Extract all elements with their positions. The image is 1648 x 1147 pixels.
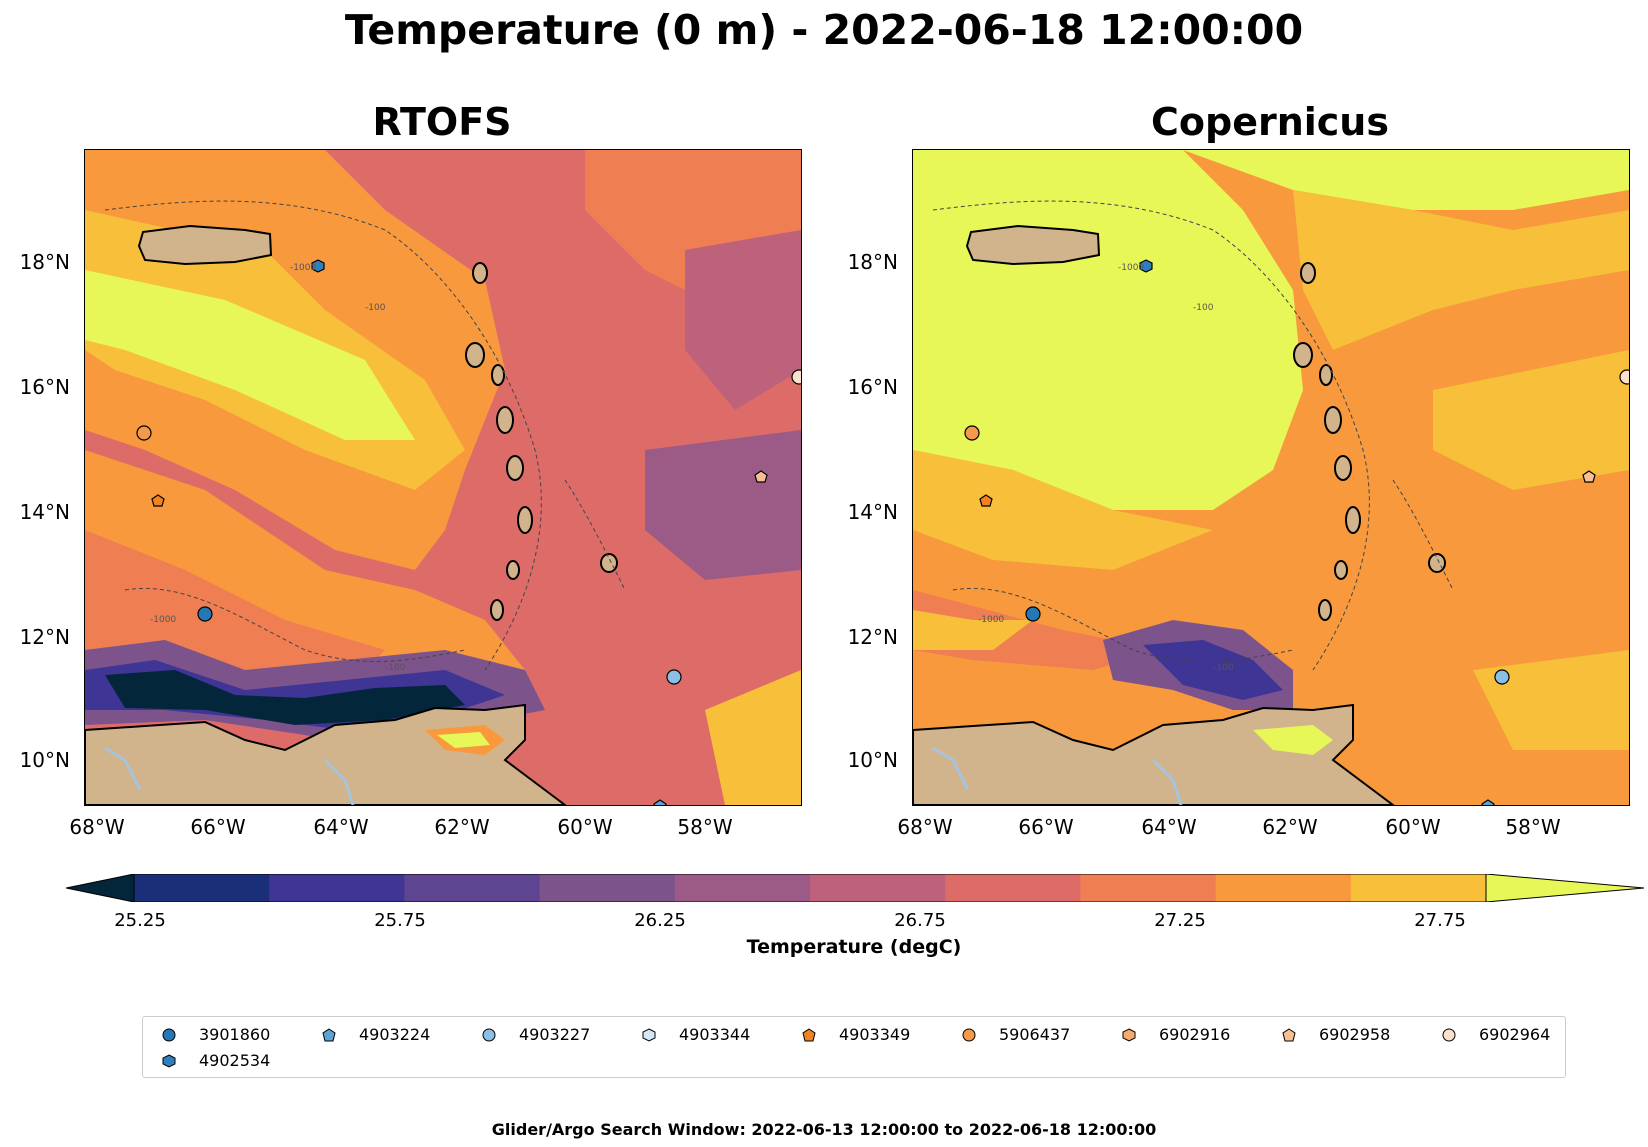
legend-item: 4903227 xyxy=(481,1025,590,1044)
colorbar-segment xyxy=(1215,874,1352,902)
legend-item: 4902534 xyxy=(161,1051,270,1070)
x-tick-label: 66°W xyxy=(1018,815,1074,839)
colorbar-segment xyxy=(810,874,946,902)
legend-item: 4903344 xyxy=(641,1025,750,1044)
contour-label: -1000 xyxy=(1118,263,1144,273)
legend-marker-icon xyxy=(1122,1027,1136,1042)
legend-label: 4903224 xyxy=(359,1025,431,1044)
legend-label: 4903349 xyxy=(839,1025,911,1044)
y-tick-label: 10°N xyxy=(847,748,898,772)
colorbar-title: Temperature (degC) xyxy=(746,936,962,958)
legend-label: 4903344 xyxy=(679,1025,751,1044)
panel-title-rtofs: RTOFS xyxy=(372,100,512,144)
contour-label: -100 xyxy=(1213,663,1234,673)
contour-label: -100 xyxy=(385,663,406,673)
x-tick-label: 64°W xyxy=(313,815,369,839)
legend-label: 4903227 xyxy=(519,1025,591,1044)
contour-label: -1000 xyxy=(978,615,1004,625)
legend-marker-icon xyxy=(962,1028,976,1041)
contour-label: -100 xyxy=(365,303,386,313)
legend-marker-icon xyxy=(1442,1028,1456,1041)
legend-label: 5906437 xyxy=(999,1025,1071,1044)
x-tick-label: 68°W xyxy=(897,815,953,839)
y-tick-label: 14°N xyxy=(19,500,70,524)
figure-title: Temperature (0 m) - 2022-06-18 12:00:00 xyxy=(344,6,1304,54)
x-tick-label: 64°W xyxy=(1141,815,1197,839)
legend-item: 6902958 xyxy=(1281,1025,1390,1044)
colorbar-segment xyxy=(269,874,405,902)
colorbar-segment xyxy=(1080,874,1217,902)
y-tick-label: 16°N xyxy=(847,375,898,399)
colorbar xyxy=(66,874,1645,902)
search-window-caption: Glider/Argo Search Window: 2022-06-13 12… xyxy=(491,1120,1157,1139)
y-tick-label: 18°N xyxy=(19,250,70,274)
legend-marker-icon xyxy=(162,1028,176,1041)
panel-title-copernicus: Copernicus xyxy=(1151,100,1389,144)
contour-label: -1000 xyxy=(290,263,316,273)
x-tick-label: 60°W xyxy=(557,815,613,839)
legend-marker-icon xyxy=(162,1053,176,1068)
colorbar-tick-label: 26.25 xyxy=(634,910,686,931)
colorbar-segment xyxy=(404,874,541,902)
x-tick-label: 62°W xyxy=(1262,815,1318,839)
colorbar-extend-low xyxy=(66,874,135,902)
legend-item: 5906437 xyxy=(961,1025,1070,1044)
legend: 3901860 4903224 4903227 4903344 4903349 … xyxy=(142,1016,1566,1078)
legend-marker-icon xyxy=(482,1028,496,1041)
map-copernicus-canvas: -1000 -100 -1000 -100 xyxy=(913,150,1629,805)
colorbar-segment xyxy=(1350,874,1487,902)
legend-marker-icon xyxy=(802,1027,816,1041)
legend-item: 4903224 xyxy=(321,1025,430,1044)
map-rtofs[interactable]: -1000 -100 -1000 -100 xyxy=(84,149,802,806)
map-copernicus[interactable]: -1000 -100 -1000 -100 xyxy=(912,149,1630,806)
colorbar-outline xyxy=(133,874,1487,902)
x-tick-label: 60°W xyxy=(1385,815,1441,839)
legend-marker-icon xyxy=(1282,1027,1296,1041)
colorbar-segment xyxy=(945,874,1081,902)
x-tick-label: 58°W xyxy=(677,815,733,839)
contour-label: -100 xyxy=(1193,303,1214,313)
x-tick-label: 62°W xyxy=(434,815,490,839)
x-tick-label: 68°W xyxy=(69,815,125,839)
colorbar-tick-label: 27.75 xyxy=(1414,910,1466,931)
legend-item: 3901860 xyxy=(161,1025,270,1044)
y-tick-label: 16°N xyxy=(19,375,70,399)
legend-item: 4903349 xyxy=(801,1025,910,1044)
y-tick-label: 12°N xyxy=(19,625,70,649)
legend-marker-icon xyxy=(642,1027,656,1042)
y-tick-label: 18°N xyxy=(847,250,898,274)
legend-item: 6902964 xyxy=(1441,1025,1550,1044)
y-tick-label: 12°N xyxy=(847,625,898,649)
colorbar-tick-label: 25.25 xyxy=(114,910,166,931)
legend-item: 6902916 xyxy=(1121,1025,1230,1044)
colorbar-tick-label: 25.75 xyxy=(374,910,426,931)
y-tick-label: 10°N xyxy=(19,748,70,772)
legend-marker-icon xyxy=(322,1027,336,1041)
colorbar-tick-label: 27.25 xyxy=(1154,910,1206,931)
map-rtofs-canvas: -1000 -100 -1000 -100 xyxy=(85,150,801,805)
colorbar-segment xyxy=(539,874,676,902)
colorbar-segment xyxy=(674,874,811,902)
colorbar-segment xyxy=(134,874,270,902)
legend-label: 6902958 xyxy=(1319,1025,1391,1044)
x-tick-label: 58°W xyxy=(1505,815,1561,839)
legend-label: 6902916 xyxy=(1159,1025,1231,1044)
x-tick-label: 66°W xyxy=(190,815,246,839)
legend-label: 3901860 xyxy=(199,1025,271,1044)
colorbar-tick-label: 26.75 xyxy=(894,910,946,931)
y-tick-label: 14°N xyxy=(847,500,898,524)
legend-label: 4902534 xyxy=(199,1051,271,1070)
legend-label: 6902964 xyxy=(1479,1025,1551,1044)
colorbar-extend-high xyxy=(1485,874,1645,902)
contour-label: -1000 xyxy=(150,615,176,625)
